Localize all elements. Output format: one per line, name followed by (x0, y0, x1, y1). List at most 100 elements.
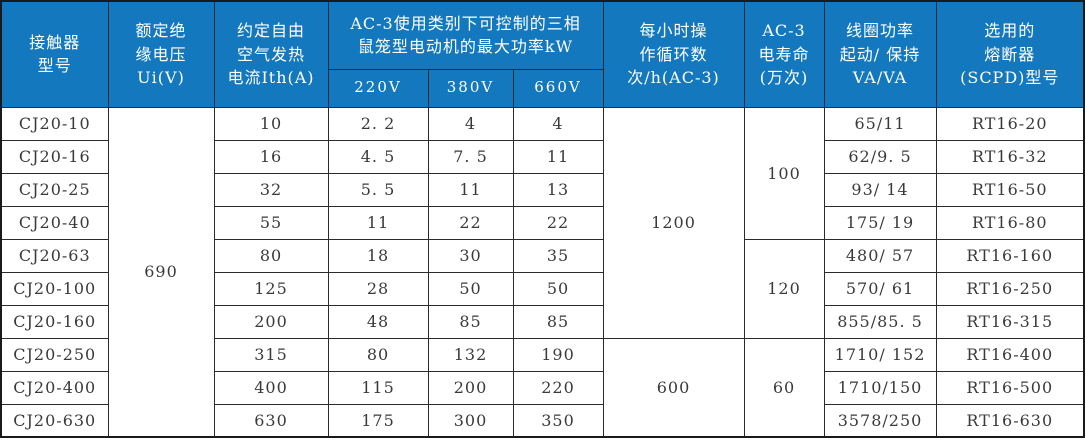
cell-thermal-current: 400 (213, 370, 329, 405)
cell-power-660v: 50 (512, 271, 604, 306)
cell-fuse-model: RT16-500 (935, 370, 1085, 405)
table-row: CJ20-40 55 11 22 22 175/ 19 RT16-80 (0, 205, 1085, 240)
cell-power-660v: 220 (512, 370, 604, 405)
cell-model: CJ20-16 (0, 139, 109, 174)
cell-thermal-current: 315 (213, 337, 329, 372)
cell-thermal-current: 10 (213, 106, 329, 141)
table-row: CJ20-630 630 175 300 350 3578/250 RT16-6… (0, 403, 1085, 438)
cell-model: CJ20-40 (0, 205, 109, 240)
cell-model: CJ20-250 (0, 337, 109, 372)
table-row: CJ20-250 315 80 132 190 600 60 1710/ 152… (0, 337, 1085, 438)
cell-model: CJ20-160 (0, 304, 109, 339)
table-row: CJ20-63 80 18 30 35 120 480/ 57 RT16-160 (0, 238, 1085, 339)
cell-power-220v: 18 (327, 238, 429, 273)
cell-power-220v: 11 (327, 205, 429, 240)
table-row: CJ20-16 16 4. 5 7. 5 11 62/9. 5 RT16-32 (0, 139, 1085, 174)
cell-power-660v: 4 (512, 106, 604, 141)
cell-fuse-model: RT16-80 (935, 205, 1085, 240)
header-thermal-current: 约定自由 空气发热 电流Ith(A) (213, 0, 329, 108)
cell-model: CJ20-400 (0, 370, 109, 405)
cell-power-380v: 300 (427, 403, 514, 438)
cell-fuse-model: RT16-250 (935, 271, 1085, 306)
cell-model: CJ20-100 (0, 271, 109, 306)
cell-fuse-model: RT16-400 (935, 337, 1085, 372)
cell-power-380v: 50 (427, 271, 514, 306)
cell-power-660v: 35 (512, 238, 604, 273)
header-sub-380v: 380V (427, 68, 514, 108)
cell-thermal-current: 200 (213, 304, 329, 339)
cell-coil-power: 62/9. 5 (823, 139, 937, 174)
cell-coil-power: 175/ 19 (823, 205, 937, 240)
cell-model: CJ20-630 (0, 403, 109, 438)
cell-power-660v: 11 (512, 139, 604, 174)
table-row: CJ20-25 32 5. 5 11 13 93/ 14 RT16-50 (0, 172, 1085, 207)
cell-power-220v: 80 (327, 337, 429, 372)
cell-life-merged-bottom: 60 (743, 337, 825, 438)
cell-cycles-merged-bottom: 600 (602, 337, 745, 438)
table-row: CJ20-400 400 115 200 220 1710/150 RT16-5… (0, 370, 1085, 405)
cell-power-660v: 350 (512, 403, 604, 438)
cell-coil-power: 1710/150 (823, 370, 937, 405)
cell-power-380v: 132 (427, 337, 514, 372)
cell-insulation-voltage-merged: 690 (107, 106, 215, 438)
cell-power-220v: 28 (327, 271, 429, 306)
cell-thermal-current: 55 (213, 205, 329, 240)
cell-thermal-current: 32 (213, 172, 329, 207)
header-power-group: AC-3使用类别下可控制的三相 鼠笼型电动机的最大功率kW (327, 0, 604, 70)
cell-power-660v: 190 (512, 337, 604, 372)
cell-fuse-model: RT16-160 (935, 238, 1085, 273)
cell-coil-power: 855/85. 5 (823, 304, 937, 339)
cell-power-220v: 115 (327, 370, 429, 405)
cell-power-380v: 200 (427, 370, 514, 405)
cell-power-220v: 175 (327, 403, 429, 438)
table-row: CJ20-160 200 48 85 85 855/85. 5 RT16-315 (0, 304, 1085, 339)
cell-coil-power: 480/ 57 (823, 238, 937, 273)
cell-thermal-current: 630 (213, 403, 329, 438)
header-model: 接触器 型号 (0, 0, 109, 108)
cell-fuse-model: RT16-20 (935, 106, 1085, 141)
cell-fuse-model: RT16-315 (935, 304, 1085, 339)
header-insulation-voltage: 额定绝 缘电压 Ui(V) (107, 0, 215, 108)
cell-coil-power: 3578/250 (823, 403, 937, 438)
cell-power-380v: 11 (427, 172, 514, 207)
table-header: 接触器 型号 额定绝 缘电压 Ui(V) 约定自由 空气发热 电流Ith(A) … (0, 0, 1085, 108)
cell-power-380v: 22 (427, 205, 514, 240)
cell-power-220v: 48 (327, 304, 429, 339)
cell-life-merged-top: 100 (743, 106, 825, 240)
cell-life-merged-mid: 120 (743, 238, 825, 339)
cell-coil-power: 93/ 14 (823, 172, 937, 207)
header-electrical-life: AC-3 电寿命 (万次) (743, 0, 825, 108)
cell-power-660v: 22 (512, 205, 604, 240)
cell-power-380v: 85 (427, 304, 514, 339)
cell-coil-power: 1710/ 152 (823, 337, 937, 372)
cell-coil-power: 570/ 61 (823, 271, 937, 306)
cell-power-660v: 13 (512, 172, 604, 207)
header-cycles-per-hour: 每小时操 作循环数 次/h(AC-3) (602, 0, 745, 108)
table-body: CJ20-10 690 10 2. 2 4 4 1200 100 65/11 R… (0, 106, 1085, 438)
header-coil-power: 线圈功率 起动/ 保持 VA/VA (823, 0, 937, 108)
cell-power-220v: 4. 5 (327, 139, 429, 174)
cell-thermal-current: 125 (213, 271, 329, 306)
header-sub-220v: 220V (327, 68, 429, 108)
cell-cycles-merged-top: 1200 (602, 106, 745, 339)
cell-fuse-model: RT16-32 (935, 139, 1085, 174)
cell-power-660v: 85 (512, 304, 604, 339)
cell-model: CJ20-10 (0, 106, 109, 141)
cell-model: CJ20-25 (0, 172, 109, 207)
table-row: CJ20-10 690 10 2. 2 4 4 1200 100 65/11 R… (0, 106, 1085, 438)
table-row: CJ20-100 125 28 50 50 570/ 61 RT16-250 (0, 271, 1085, 306)
cell-fuse-model: RT16-630 (935, 403, 1085, 438)
cell-model: CJ20-63 (0, 238, 109, 273)
cell-power-220v: 5. 5 (327, 172, 429, 207)
cell-coil-power: 65/11 (823, 106, 937, 141)
header-fuse-model: 选用的 熔断器 (SCPD)型号 (935, 0, 1085, 108)
header-sub-660v: 660V (512, 68, 604, 108)
cell-power-220v: 2. 2 (327, 106, 429, 141)
cell-power-380v: 7. 5 (427, 139, 514, 174)
cell-thermal-current: 16 (213, 139, 329, 174)
cell-power-380v: 30 (427, 238, 514, 273)
cell-thermal-current: 80 (213, 238, 329, 273)
cell-fuse-model: RT16-50 (935, 172, 1085, 207)
cell-power-380v: 4 (427, 106, 514, 141)
